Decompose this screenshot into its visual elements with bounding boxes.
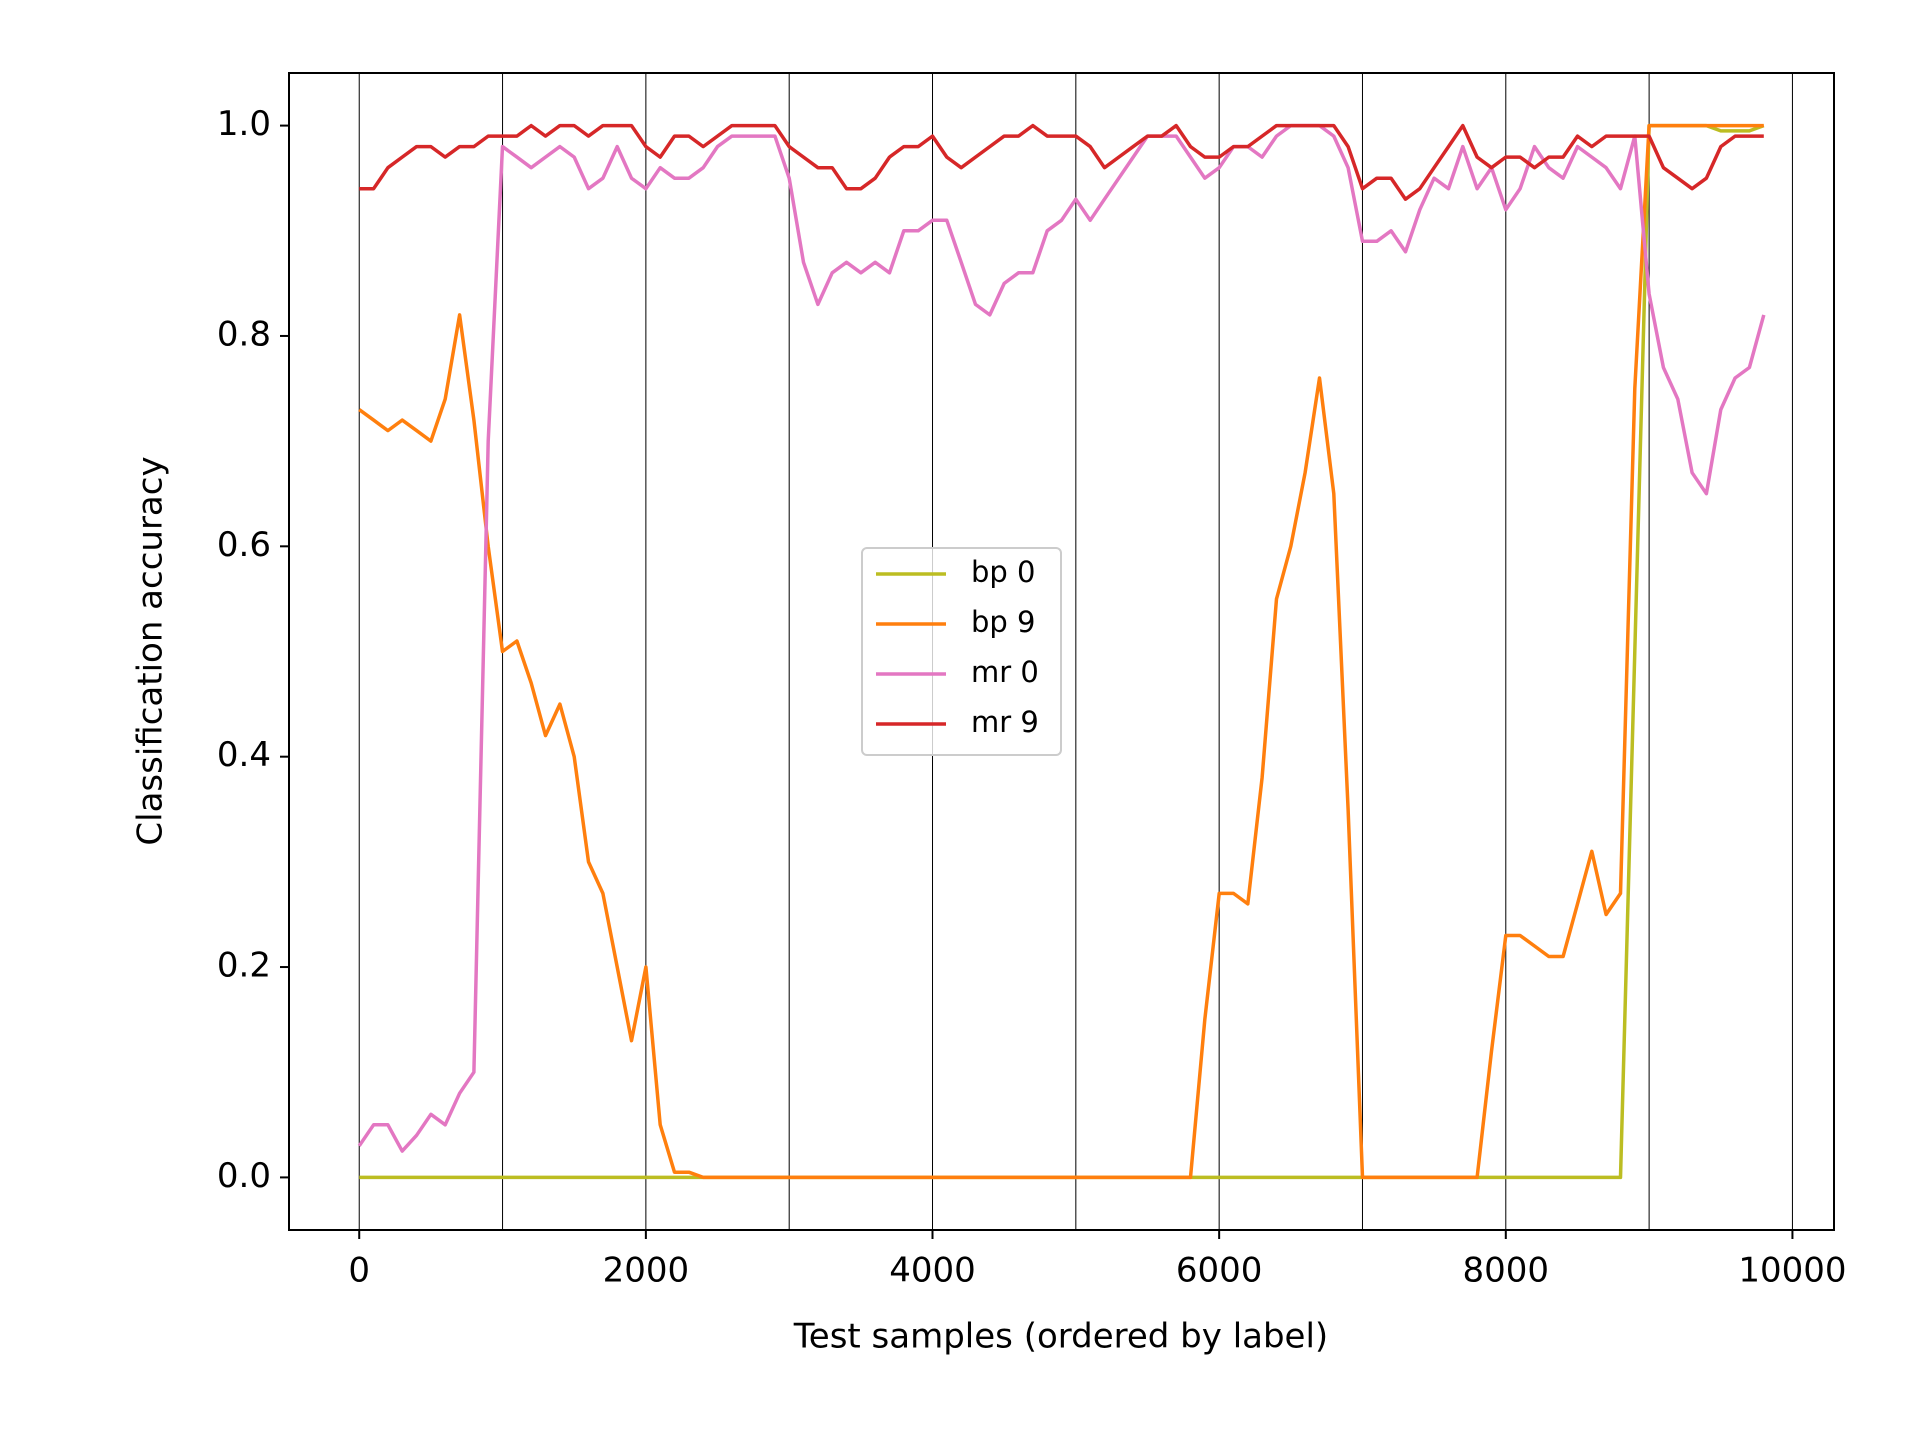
series-line xyxy=(358,123,1764,1180)
x-tick-label: 10000 xyxy=(1738,1251,1846,1291)
legend-label: mr 9 xyxy=(971,705,1039,739)
y-tick-label: 0.0 xyxy=(217,1156,271,1196)
legend: bp 0 bp 9 mr 0 mr 9 xyxy=(861,547,1062,756)
x-axis-label: Test samples (ordered by label) xyxy=(793,1317,1328,1357)
y-tick-label: 1.0 xyxy=(217,104,271,144)
legend-label: bp 0 xyxy=(971,555,1036,589)
series-line xyxy=(359,123,1764,201)
y-tick-label: 0.8 xyxy=(217,314,271,354)
legend-label: mr 0 xyxy=(971,655,1039,689)
y-tick-label: 0.4 xyxy=(217,735,271,775)
legend-label: bp 9 xyxy=(971,605,1036,639)
x-tick-label: 8000 xyxy=(1463,1251,1550,1291)
y-tick-label: 0.6 xyxy=(217,525,271,565)
y-axis-label: Classification accuracy xyxy=(131,456,171,845)
plot-frame xyxy=(288,72,1835,1231)
x-tick-label: 4000 xyxy=(889,1251,976,1291)
x-tick-label: 6000 xyxy=(1176,1251,1263,1291)
x-tick-label: 0 xyxy=(348,1251,370,1291)
y-tick-label: 0.2 xyxy=(217,946,271,986)
series-line xyxy=(357,123,1766,1153)
x-tick-label: 2000 xyxy=(603,1251,690,1291)
legend-box xyxy=(861,547,1062,756)
